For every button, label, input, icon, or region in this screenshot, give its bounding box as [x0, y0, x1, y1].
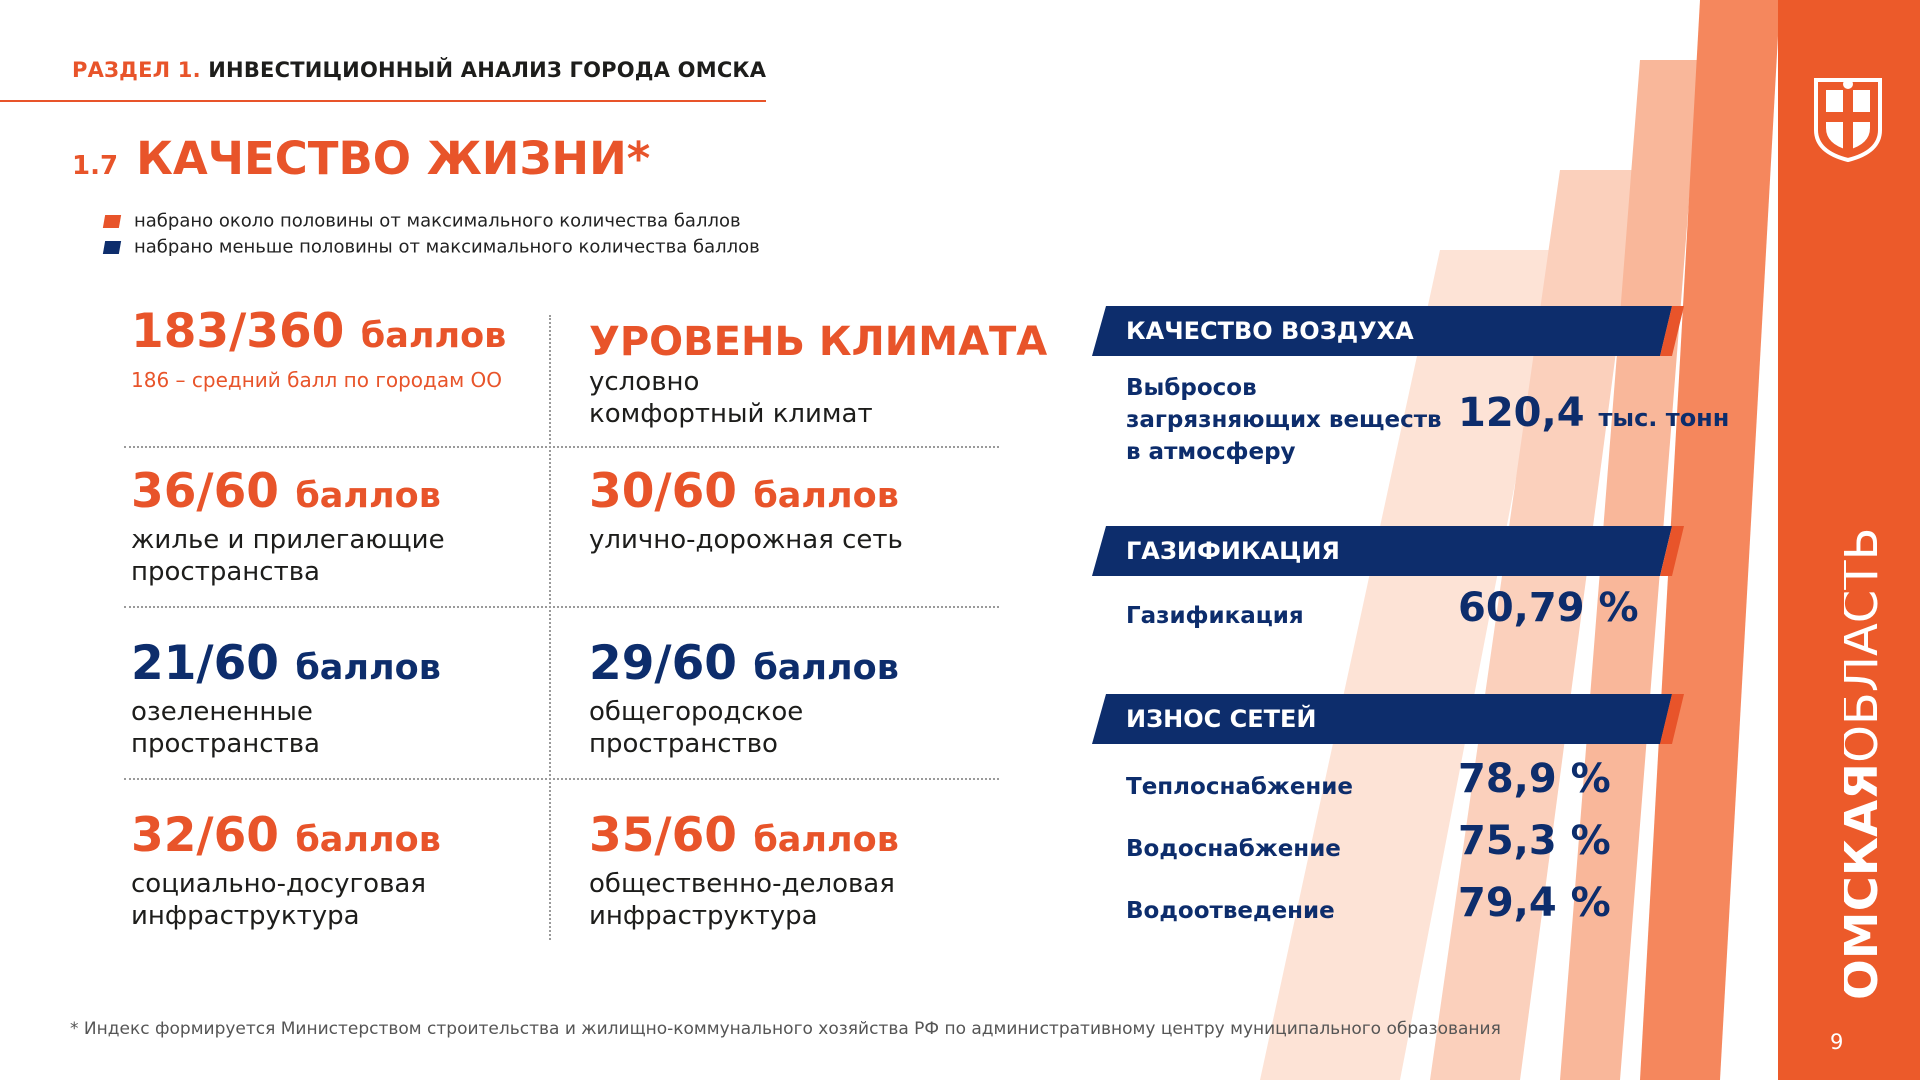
banner-shape: [1092, 694, 1684, 744]
network-row-value: 79,4 %: [1458, 880, 1611, 926]
network-row-label: Водоснабжение: [1126, 836, 1341, 862]
coat-of-arms-emblem: [1814, 78, 1882, 162]
score-desc-line1: жилье и прилегающие: [131, 525, 445, 555]
grid-vertical-divider: [549, 315, 551, 940]
header-divider: [0, 100, 766, 102]
score-value: 32/60: [131, 808, 279, 863]
page-number: 9: [1830, 1030, 1844, 1054]
gas-value: 60,79 %: [1458, 585, 1639, 631]
legend-swatch-orange: [102, 214, 122, 228]
banner-air-quality: КАЧЕСТВО ВОЗДУХА: [1092, 306, 1684, 356]
score-value: 21/60: [131, 636, 279, 691]
score-desc-line1: общегородское: [589, 697, 804, 727]
score-value: 35/60: [589, 808, 737, 863]
banner-label: КАЧЕСТВО ВОЗДУХА: [1126, 317, 1414, 345]
score-housing: 36/60 баллов жилье и прилегающие простра…: [131, 464, 445, 588]
score-unit: баллов: [360, 316, 507, 356]
banner-shape: [1092, 526, 1684, 576]
heading-title: КАЧЕСТВО ЖИЗНИ*: [136, 132, 651, 185]
brand-text-thin: ОБЛАСТЬ: [1844, 527, 1884, 762]
legend-item-orange: набрано около половины от максимального …: [102, 210, 741, 232]
score-green: 21/60 баллов озелененные пространства: [131, 636, 441, 760]
section-header: РАЗДЕЛ 1. ИНВЕСТИЦИОННЫЙ АНАЛИЗ ГОРОДА О…: [72, 58, 766, 82]
score-desc-line2: инфраструктура: [131, 901, 360, 931]
legend-swatch-navy: [102, 240, 122, 254]
air-label-line3: в атмосферу: [1126, 439, 1296, 465]
grid-horizontal-divider: [124, 778, 999, 780]
score-value: 36/60: [131, 464, 279, 519]
banner-gasification: ГАЗИФИКАЦИЯ: [1092, 526, 1684, 576]
score-business: 35/60 баллов общественно-деловая инфраст…: [589, 808, 899, 932]
score-value: 29/60: [589, 636, 737, 691]
climate-desc-line2: комфортный климат: [589, 399, 873, 429]
network-row-value: 75,3 %: [1458, 818, 1611, 864]
brand-vertical-text: ОМСКАЯОБЛАСТЬ: [1844, 527, 1884, 1000]
score-social: 32/60 баллов социально-досуговая инфраст…: [131, 808, 441, 932]
air-value: 120,4 тыс. тонн: [1458, 390, 1729, 436]
grid-horizontal-divider: [124, 606, 999, 608]
gas-label: Газификация: [1126, 603, 1304, 629]
climate-level: УРОВЕНЬ КЛИМАТА условно комфортный клима…: [589, 318, 1047, 430]
section-prefix: РАЗДЕЛ 1.: [72, 58, 201, 82]
legend-label: набрано около половины от максимального …: [134, 210, 741, 232]
banner-network-wear: ИЗНОС СЕТЕЙ: [1092, 694, 1684, 744]
score-value: 183/360: [131, 304, 345, 359]
air-label-line2: загрязняющих веществ: [1126, 407, 1442, 433]
score-desc-line2: пространство: [589, 729, 778, 759]
score-unit: баллов: [753, 648, 899, 688]
svg-text:ОМСКАЯОБЛАСТЬ: ОМСКАЯОБЛАСТЬ: [1844, 527, 1884, 1000]
banner-shape: [1092, 306, 1684, 356]
page-heading: 1.7 КАЧЕСТВО ЖИЗНИ*: [72, 132, 650, 185]
score-desc-line1: социально-досуговая: [131, 869, 426, 899]
air-value-number: 120,4: [1458, 390, 1585, 436]
network-row-label: Теплоснабжение: [1126, 774, 1354, 800]
banner-label: ГАЗИФИКАЦИЯ: [1126, 537, 1340, 565]
score-roads: 30/60 баллов улично-дорожная сеть: [589, 464, 903, 556]
heading-number: 1.7: [72, 151, 119, 181]
score-desc-line2: инфраструктура: [589, 901, 818, 931]
brand-text-bold: ОМСКАЯ: [1844, 763, 1884, 1000]
grid-horizontal-divider: [124, 446, 999, 448]
score-value: 30/60: [589, 464, 737, 519]
score-unit: баллов: [753, 820, 899, 860]
score-desc-line1: общественно-деловая: [589, 869, 895, 899]
climate-title: УРОВЕНЬ КЛИМАТА: [589, 319, 1048, 365]
legend-item-navy: набрано меньше половины от максимального…: [102, 236, 760, 258]
score-total: 183/360 баллов 186 – средний балл по гор…: [131, 304, 506, 392]
score-unit: баллов: [295, 476, 441, 516]
score-desc-line1: улично-дорожная сеть: [589, 525, 903, 555]
section-title: ИНВЕСТИЦИОННЫЙ АНАЛИЗ ГОРОДА ОМСКА: [208, 58, 767, 82]
air-label: Выбросов загрязняющих веществ в атмосфер…: [1126, 372, 1442, 468]
score-unit: баллов: [295, 648, 441, 688]
footnote: * Индекс формируется Министерством строи…: [70, 1019, 1501, 1039]
score-note: 186 – средний балл по городам ОО: [131, 368, 503, 392]
score-unit: баллов: [295, 820, 441, 860]
air-value-unit: тыс. тонн: [1598, 404, 1730, 432]
legend-label: набрано меньше половины от максимального…: [134, 236, 760, 258]
score-desc-line1: озелененные: [131, 697, 313, 727]
score-desc-line2: пространства: [131, 729, 320, 759]
score-desc-line2: пространства: [131, 557, 320, 587]
network-row-label: Водоотведение: [1126, 898, 1335, 924]
air-label-line1: Выбросов: [1126, 375, 1257, 401]
score-unit: баллов: [753, 476, 899, 516]
score-public: 29/60 баллов общегородское пространство: [589, 636, 899, 760]
banner-label: ИЗНОС СЕТЕЙ: [1126, 705, 1317, 733]
network-row-value: 78,9 %: [1458, 756, 1611, 802]
climate-desc-line1: условно: [589, 367, 700, 397]
